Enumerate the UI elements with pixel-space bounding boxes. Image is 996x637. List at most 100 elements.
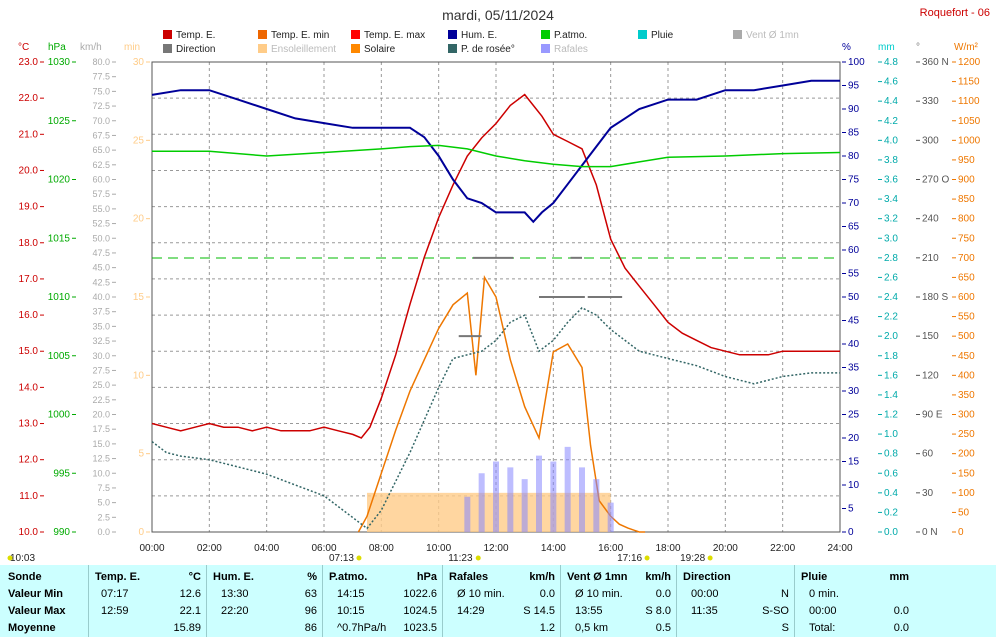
table-cell-row: 10:15 1024.5 [323, 603, 443, 620]
legend-swatch [541, 44, 550, 53]
legend-swatch [351, 44, 360, 53]
column-header: Pluie mm [795, 569, 915, 586]
legend-swatch [258, 44, 267, 53]
table-cell-row: 00:00 N [677, 586, 795, 603]
wind-axis-label: 40.0 [92, 292, 110, 302]
stats-table: Sonde Valeur Min Valeur Max Moyenne Temp. E.… [0, 565, 996, 637]
rain-axis-label: 2.8 [884, 253, 898, 264]
unit-temp: °C [18, 42, 29, 53]
column-unit: % [307, 571, 317, 583]
hum-axis-label: 70 [848, 198, 860, 209]
station-name: Roquefort - 06 [920, 7, 990, 19]
solar-axis-label: 1200 [958, 57, 981, 68]
wind-axis-label: 67.5 [92, 130, 110, 140]
hum-axis-label: 5 [848, 504, 854, 515]
cell-time: Ø 10 min. [457, 588, 505, 600]
cell-value: 0.0 [539, 588, 555, 600]
press-axis-label: 1030 [48, 57, 71, 68]
wind-axis-label: 32.5 [92, 336, 110, 346]
wind-axis-label: 55.0 [92, 204, 110, 214]
table-cell-row: 1.2 [443, 620, 561, 637]
solar-axis-label: 350 [958, 390, 975, 401]
marker-time: 17:16 [617, 553, 642, 564]
cell-value: S [781, 622, 789, 634]
column-title: Hum. E. [213, 571, 254, 583]
solar-axis-label: 1150 [958, 77, 980, 88]
cell-value: 0.0 [655, 588, 671, 600]
legend-label: P. de rosée° [461, 44, 515, 55]
rain-axis-label: 3.2 [884, 214, 898, 225]
hum-axis-label: 50 [848, 292, 860, 303]
press-axis-label: 995 [53, 468, 70, 479]
solar-axis-label: 650 [958, 272, 975, 283]
temp-axis-label: 20.0 [19, 165, 39, 176]
solar-axis-label: 950 [958, 155, 975, 166]
solar-axis-label: 550 [958, 312, 975, 323]
marker-time: 10:03 [10, 553, 35, 564]
table-cell-row: 00:00 0.0 [795, 603, 915, 620]
hum-axis-label: 30 [848, 386, 860, 397]
rain-axis-label: 1.6 [884, 370, 898, 381]
time-tick-label: 06:00 [311, 543, 336, 554]
hum-axis-label: 60 [848, 245, 860, 256]
table-column: Pluie mm 0 min. 00:00 0.0 Total: 0.0 [794, 565, 915, 637]
table-cell-row: 86 [207, 620, 323, 637]
wind-axis-label: 25.0 [92, 380, 110, 390]
sun-marker [356, 555, 362, 561]
sun-marker [644, 555, 650, 561]
cell-value: 86 [304, 622, 317, 634]
column-unit: hPa [416, 571, 437, 583]
temp-axis-label: 15.0 [19, 346, 39, 357]
cell-time: 00:00 [691, 588, 719, 600]
cell-time: 0,5 km [575, 622, 609, 634]
unit-solar: W/m² [954, 42, 979, 53]
rain-axis-label: 2.6 [884, 272, 898, 283]
wind-axis-label: 7.5 [97, 483, 110, 493]
table-cell-row: 15.89 [89, 620, 207, 637]
hum-axis-label: 75 [848, 175, 860, 186]
min-axis-label: 20 [133, 214, 145, 225]
time-tick-label: 04:00 [254, 543, 279, 554]
legend-swatch [163, 30, 172, 39]
hum-axis-label: 20 [848, 433, 860, 444]
press-axis-label: 1005 [48, 351, 71, 362]
rain-axis-label: 4.4 [884, 96, 898, 107]
cell-value: 15.89 [173, 622, 201, 634]
temp-axis-label: 13.0 [19, 419, 39, 430]
temp-axis-label: 12.0 [19, 455, 39, 466]
time-tick-label: 00:00 [139, 543, 164, 554]
table-cell-row: 11:35 S-SO [677, 603, 795, 620]
solar-axis-label: 150 [958, 468, 975, 479]
cell-value: 12.6 [179, 588, 201, 600]
temp-axis-label: 23.0 [19, 57, 39, 68]
rain-axis-label: 0.2 [884, 507, 898, 518]
wind-axis-label: 60.0 [92, 175, 110, 185]
hum-axis-label: 0 [848, 527, 854, 538]
unit-rain: mm [878, 42, 895, 53]
time-tick-label: 12:00 [483, 543, 508, 554]
rain-axis-label: 4.6 [884, 77, 898, 88]
dir-axis-label: 210 [922, 253, 939, 264]
wind-axis-label: 2.5 [97, 512, 110, 522]
dir-axis-label: 240 [922, 214, 939, 225]
table-cell-row: 0 min. [795, 586, 915, 603]
cell-value: S-SO [762, 605, 789, 617]
unit-min: min [124, 42, 140, 53]
marker-time: 07:13 [329, 553, 354, 564]
rain-axis-label: 4.0 [884, 135, 898, 146]
column-unit: km/h [529, 571, 555, 583]
wind-axis-label: 35.0 [92, 321, 110, 331]
wind-axis-label: 10.0 [92, 468, 110, 478]
pressure-series [152, 144, 841, 168]
temp-axis-label: 21.0 [19, 129, 39, 140]
legend-label: Ensoleillement [271, 44, 336, 55]
temp-axis-label: 18.0 [19, 238, 39, 249]
cell-time: ^0.7hPa/h [337, 622, 387, 634]
dir-axis-label: 120 [922, 370, 939, 381]
cell-value: N [781, 588, 789, 600]
time-tick-label: 02:00 [197, 543, 222, 554]
table-cell-row: S [677, 620, 795, 637]
column-header: Rafales km/h [443, 569, 561, 586]
legend-swatch [258, 30, 267, 39]
press-axis-label: 1015 [48, 233, 71, 244]
